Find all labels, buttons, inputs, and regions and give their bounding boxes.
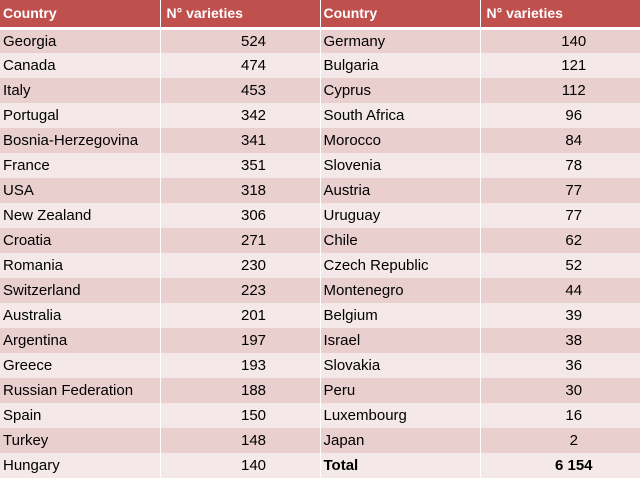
country-right-cell: Montenegro <box>320 278 481 303</box>
table-row: USA 318 Austria 77 <box>0 178 640 203</box>
header-varieties-left: N° varieties <box>160 0 321 30</box>
varieties-right-cell: 96 <box>480 103 640 128</box>
table-row: Australia 201 Belgium 39 <box>0 303 640 328</box>
table-row: Portugal 342 South Africa 96 <box>0 103 640 128</box>
varieties-right-cell: 121 <box>480 53 640 78</box>
varieties-right-cell: 78 <box>480 153 640 178</box>
total-label: Total <box>320 453 481 478</box>
country-left-cell: Hungary <box>0 453 161 478</box>
table-row: Italy 453 Cyprus 112 <box>0 78 640 103</box>
country-right-cell: Germany <box>320 28 481 53</box>
varieties-left-cell: 341 <box>160 128 321 153</box>
varieties-left-cell: 201 <box>160 303 321 328</box>
varieties-left-cell: 150 <box>160 403 321 428</box>
varieties-right-cell: 38 <box>480 328 640 353</box>
country-left-cell: Russian Federation <box>0 378 161 403</box>
varieties-left-cell: 148 <box>160 428 321 453</box>
header-country-right: Country <box>320 0 481 30</box>
table-row: Hungary 140 Total 6 154 <box>0 453 640 478</box>
country-left-cell: Turkey <box>0 428 161 453</box>
varieties-left-cell: 342 <box>160 103 321 128</box>
varieties-right-cell: 44 <box>480 278 640 303</box>
table-body: Georgia 524 Germany 140 Canada 474 Bulgaria 121… <box>0 28 640 478</box>
country-right-cell: Peru <box>320 378 481 403</box>
country-right-cell: Cyprus <box>320 78 481 103</box>
varieties-left-cell: 306 <box>160 203 321 228</box>
country-left-cell: Romania <box>0 253 161 278</box>
country-right-cell: Czech Republic <box>320 253 481 278</box>
table-row: Russian Federation 188 Peru 30 <box>0 378 640 403</box>
table-row: Georgia 524 Germany 140 <box>0 28 640 53</box>
varieties-right-cell: 140 <box>480 28 640 53</box>
country-left-cell: Greece <box>0 353 161 378</box>
varieties-left-cell: 197 <box>160 328 321 353</box>
table-header-row: Country N° varieties Country N° varietie… <box>0 0 640 30</box>
country-right-cell: Slovenia <box>320 153 481 178</box>
table-row: Turkey 148 Japan 2 <box>0 428 640 453</box>
varieties-right-cell: 2 <box>480 428 640 453</box>
table-row: France 351 Slovenia 78 <box>0 153 640 178</box>
varieties-right-cell: 36 <box>480 353 640 378</box>
country-left-cell: Croatia <box>0 228 161 253</box>
table-row: Romania 230 Czech Republic 52 <box>0 253 640 278</box>
country-right-cell: Slovakia <box>320 353 481 378</box>
country-right-cell: Morocco <box>320 128 481 153</box>
country-left-cell: Portugal <box>0 103 161 128</box>
country-right-cell: Luxembourg <box>320 403 481 428</box>
table-row: Switzerland 223 Montenegro 44 <box>0 278 640 303</box>
total-value: 6 154 <box>480 453 640 478</box>
country-right-cell: Japan <box>320 428 481 453</box>
country-right-cell: Belgium <box>320 303 481 328</box>
table-row: Canada 474 Bulgaria 121 <box>0 53 640 78</box>
varieties-left-cell: 318 <box>160 178 321 203</box>
varieties-right-cell: 112 <box>480 78 640 103</box>
header-varieties-right: N° varieties <box>480 0 640 30</box>
varieties-right-cell: 77 <box>480 178 640 203</box>
varieties-right-cell: 30 <box>480 378 640 403</box>
varieties-right-cell: 52 <box>480 253 640 278</box>
table-row: Greece 193 Slovakia 36 <box>0 353 640 378</box>
varieties-left-cell: 230 <box>160 253 321 278</box>
country-left-cell: Switzerland <box>0 278 161 303</box>
country-right-cell: Uruguay <box>320 203 481 228</box>
country-right-cell: Bulgaria <box>320 53 481 78</box>
country-left-cell: New Zealand <box>0 203 161 228</box>
country-left-cell: Spain <box>0 403 161 428</box>
varieties-left-cell: 140 <box>160 453 321 478</box>
varieties-left-cell: 223 <box>160 278 321 303</box>
table-row: Bosnia-Herzegovina 341 Morocco 84 <box>0 128 640 153</box>
table-row: Croatia 271 Chile 62 <box>0 228 640 253</box>
varieties-right-cell: 62 <box>480 228 640 253</box>
country-left-cell: Australia <box>0 303 161 328</box>
country-left-cell: Canada <box>0 53 161 78</box>
table-row: Argentina 197 Israel 38 <box>0 328 640 353</box>
varieties-left-cell: 524 <box>160 28 321 53</box>
country-right-cell: Chile <box>320 228 481 253</box>
table-row: Spain 150 Luxembourg 16 <box>0 403 640 428</box>
varieties-right-cell: 16 <box>480 403 640 428</box>
varieties-left-cell: 193 <box>160 353 321 378</box>
country-right-cell: Austria <box>320 178 481 203</box>
varieties-left-cell: 188 <box>160 378 321 403</box>
country-right-cell: South Africa <box>320 103 481 128</box>
varieties-left-cell: 474 <box>160 53 321 78</box>
varieties-left-cell: 271 <box>160 228 321 253</box>
varieties-left-cell: 351 <box>160 153 321 178</box>
header-country-left: Country <box>0 0 161 30</box>
table-row: New Zealand 306 Uruguay 77 <box>0 203 640 228</box>
varieties-right-cell: 77 <box>480 203 640 228</box>
country-left-cell: France <box>0 153 161 178</box>
varieties-left-cell: 453 <box>160 78 321 103</box>
country-left-cell: Georgia <box>0 28 161 53</box>
country-left-cell: Argentina <box>0 328 161 353</box>
country-left-cell: USA <box>0 178 161 203</box>
varieties-right-cell: 84 <box>480 128 640 153</box>
varieties-right-cell: 39 <box>480 303 640 328</box>
country-left-cell: Bosnia-Herzegovina <box>0 128 161 153</box>
country-right-cell: Israel <box>320 328 481 353</box>
country-left-cell: Italy <box>0 78 161 103</box>
